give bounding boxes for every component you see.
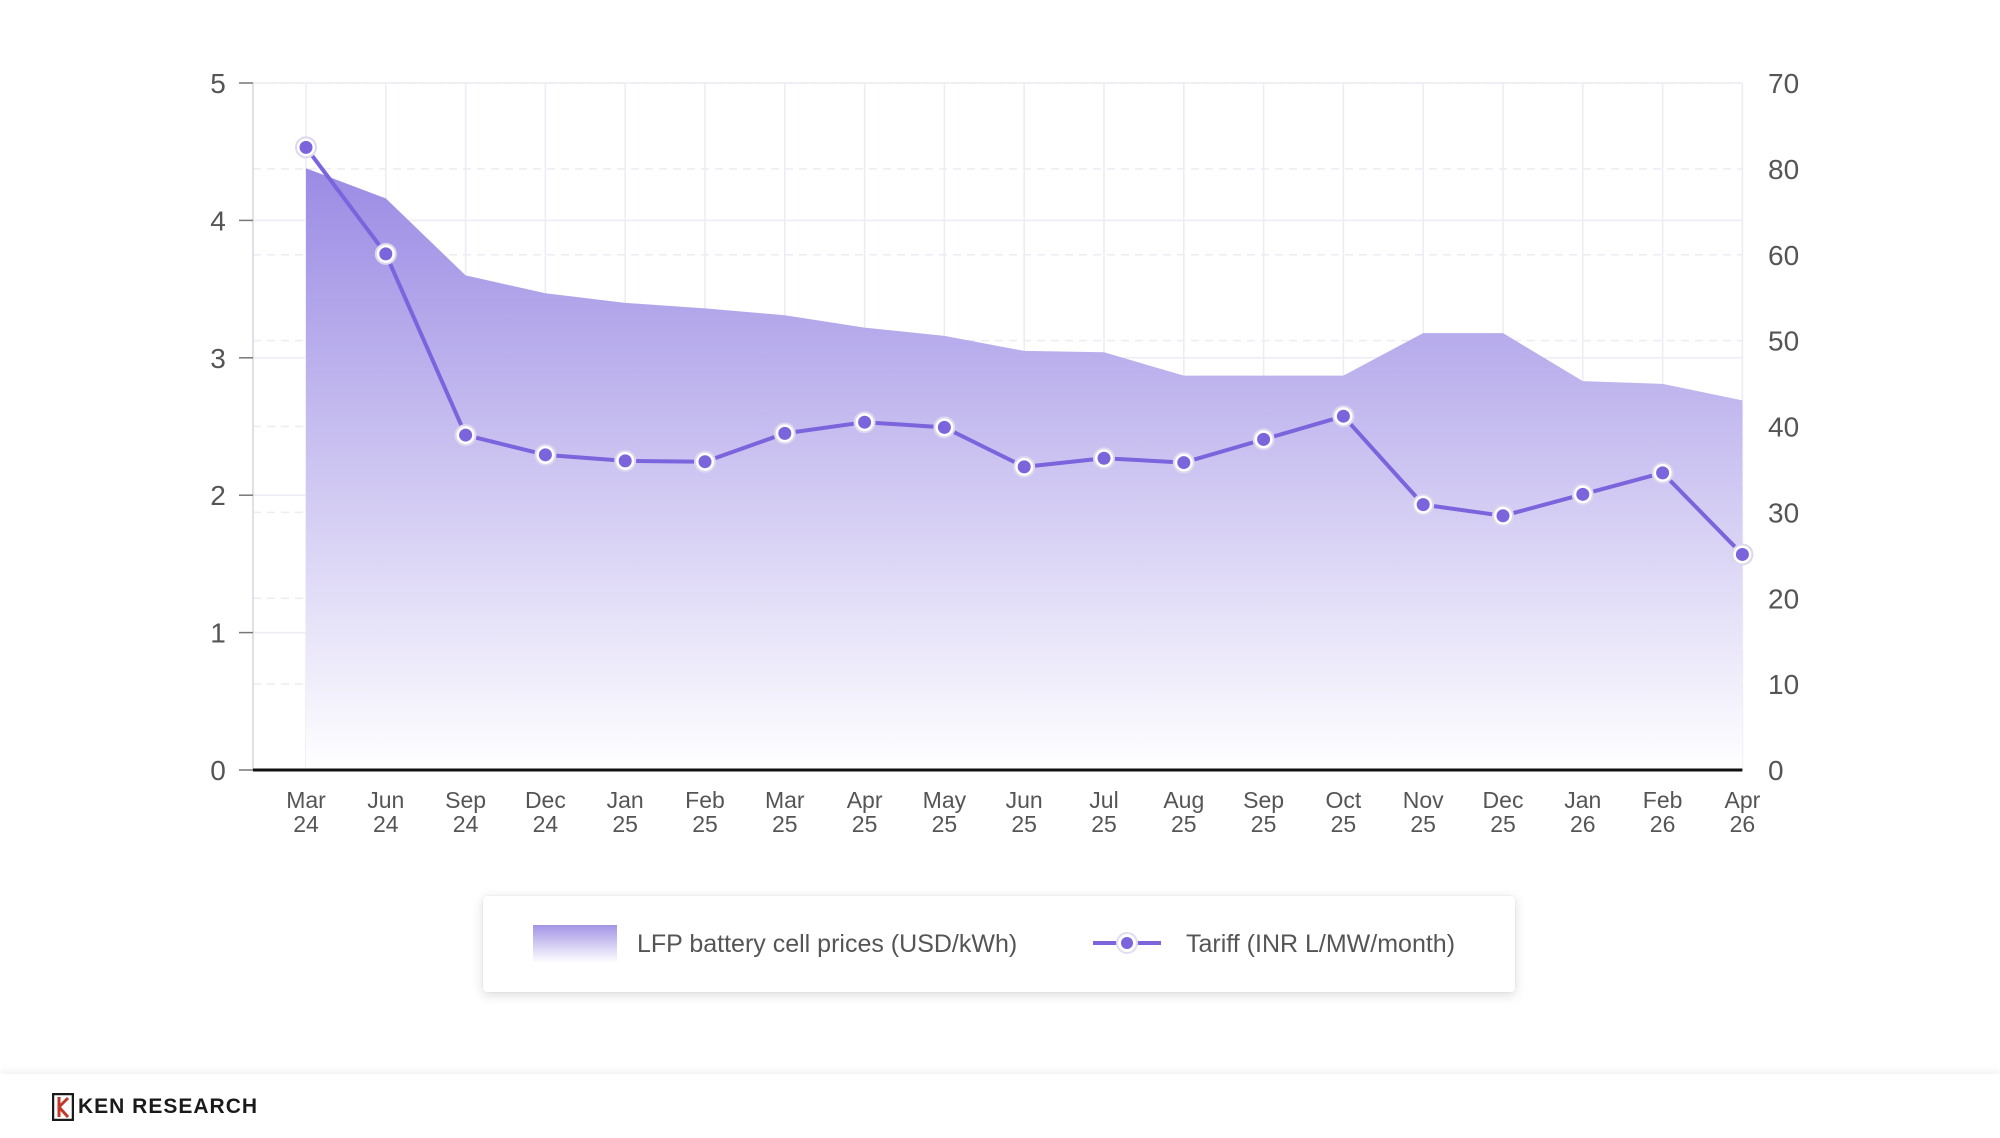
ken-research-logo-icon	[52, 1093, 74, 1121]
tariff-point	[1576, 487, 1590, 501]
x-tick-label-month: Nov	[1403, 787, 1444, 813]
tick-labels: 01234501020304050608070Mar24Jun24Sep24De…	[210, 68, 1799, 837]
left-axis-tick-label: 1	[210, 618, 226, 649]
x-tick-label-year: 24	[533, 811, 559, 837]
x-tick-label-month: Jul	[1089, 787, 1118, 813]
footer	[0, 1074, 2000, 1138]
left-axis-tick-label: 0	[210, 755, 226, 786]
x-tick-label-year: 26	[1570, 811, 1596, 837]
left-axis-tick-label: 5	[210, 68, 226, 99]
right-axis-tick-label: 30	[1768, 497, 1799, 528]
tariff-point	[538, 448, 552, 462]
x-tick-label-year: 25	[1091, 811, 1117, 837]
tariff-point	[1017, 460, 1031, 474]
x-tick-label-month: Aug	[1163, 787, 1204, 813]
tariff-point	[459, 428, 473, 442]
legend-line-swatch	[1093, 932, 1161, 954]
right-axis-tick-label: 40	[1768, 412, 1799, 443]
x-tick-label-month: Jan	[607, 787, 644, 813]
tariff-point	[937, 420, 951, 434]
x-tick-label-month: Mar	[286, 787, 326, 813]
x-tick-label-year: 26	[1650, 811, 1676, 837]
x-tick-label-month: Sep	[1243, 787, 1284, 813]
x-tick-label-year: 25	[612, 811, 638, 837]
x-tick-label-month: Jan	[1564, 787, 1601, 813]
x-tick-label-year: 25	[772, 811, 798, 837]
x-tick-label-year: 25	[1171, 811, 1197, 837]
x-tick-label-month: Jun	[1006, 787, 1043, 813]
brand-logo-text: KEN RESEARCH	[78, 1095, 259, 1118]
x-tick-label-month: May	[923, 787, 967, 813]
x-tick-label-year: 25	[1490, 811, 1516, 837]
left-axis-tick-label: 4	[210, 205, 226, 236]
tariff-point	[1416, 498, 1430, 512]
legend: LFP battery cell prices (USD/kWh) Tariff…	[483, 896, 1515, 992]
x-tick-label-month: Mar	[765, 787, 805, 813]
x-tick-label-month: Feb	[1643, 787, 1683, 813]
right-axis-tick-label: 60	[1768, 240, 1799, 271]
x-tick-label-year: 25	[1011, 811, 1037, 837]
x-tick-label-year: 25	[1251, 811, 1277, 837]
tariff-point	[778, 426, 792, 440]
tariff-point	[1097, 451, 1111, 465]
x-tick-label-year: 25	[1410, 811, 1436, 837]
x-tick-label-month: Sep	[445, 787, 486, 813]
tariff-point	[618, 454, 632, 468]
x-tick-label-year: 24	[453, 811, 479, 837]
x-tick-label-year: 25	[1331, 811, 1357, 837]
right-axis-tick-label: 10	[1768, 669, 1799, 700]
x-tick-label-year: 24	[293, 811, 319, 837]
tariff-point	[1735, 547, 1749, 561]
tariff-point	[299, 140, 313, 154]
legend-line-label: Tariff (INR L/MW/month)	[1186, 930, 1456, 958]
x-tick-label-year: 25	[692, 811, 718, 837]
right-axis-tick-label: 50	[1768, 326, 1799, 357]
brand-logo: KEN RESEARCH	[52, 1092, 258, 1122]
tariff-point	[1257, 432, 1271, 446]
legend-area-swatch	[533, 925, 617, 963]
tariff-point	[1177, 456, 1191, 470]
x-tick-label-month: Oct	[1326, 787, 1362, 813]
left-axis-tick-label: 2	[210, 480, 226, 511]
x-tick-label-month: Dec	[1483, 787, 1524, 813]
right-axis-tick-label: 80	[1768, 154, 1799, 185]
x-tick-label-month: Dec	[525, 787, 566, 813]
x-tick-label-month: Apr	[847, 787, 883, 813]
x-tick-label-year: 24	[373, 811, 399, 837]
tariff-point	[698, 455, 712, 469]
x-tick-label-year: 26	[1730, 811, 1756, 837]
x-tick-label-month: Jun	[367, 787, 404, 813]
axes	[239, 82, 1743, 772]
x-tick-label-month: Feb	[685, 787, 725, 813]
tariff-point	[1496, 509, 1510, 523]
legend-area-label: LFP battery cell prices (USD/kWh)	[637, 930, 1018, 958]
right-axis-tick-label: 20	[1768, 583, 1799, 614]
tariff-points	[295, 136, 1754, 566]
x-tick-label-year: 25	[852, 811, 878, 837]
tariff-point	[858, 415, 872, 429]
right-axis-tick-label: 0	[1768, 755, 1784, 786]
x-tick-label-year: 25	[932, 811, 958, 837]
x-tick-label-month: Apr	[1725, 787, 1761, 813]
left-axis-tick-label: 3	[210, 343, 226, 374]
right-axis-tick-label: 70	[1768, 68, 1799, 99]
tariff-point	[1336, 409, 1350, 423]
tariff-point	[1656, 466, 1670, 480]
tariff-point	[379, 247, 393, 261]
